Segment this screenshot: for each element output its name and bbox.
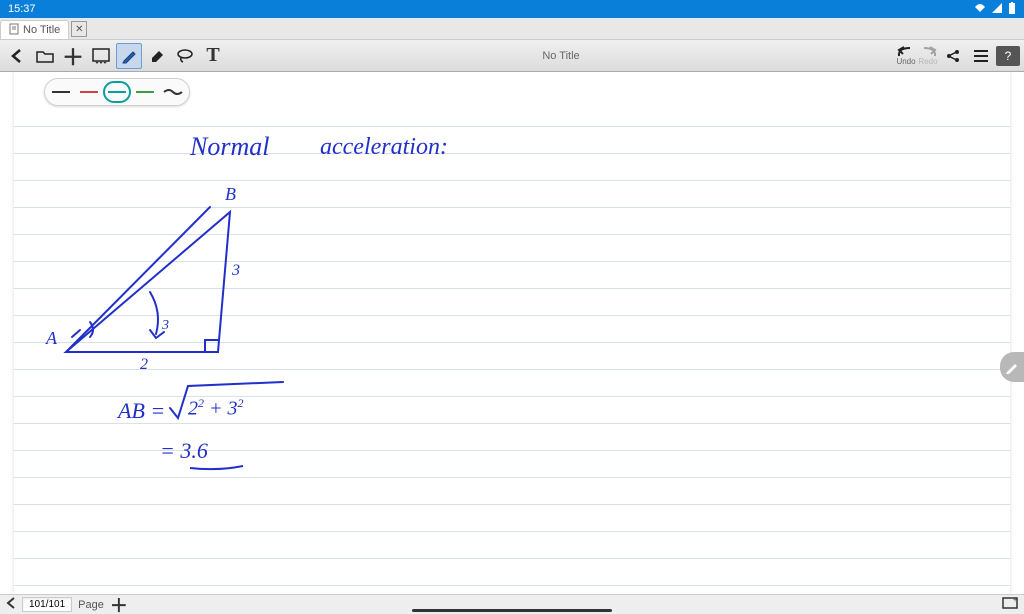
svg-text:+: +	[1013, 597, 1017, 604]
battery-icon	[1008, 2, 1016, 17]
status-time: 15:37	[8, 3, 36, 15]
main-toolbar: ＋ T No Title Undo Redo ?	[0, 40, 1024, 72]
edit-fab[interactable]	[1000, 352, 1024, 382]
document-tab[interactable]: No Title	[0, 20, 69, 39]
share-button[interactable]	[940, 43, 966, 69]
canvas-area[interactable]: Normal acceleration: B A 3 2 3 AB = 22 +…	[0, 72, 1024, 594]
signal-icon	[992, 3, 1002, 16]
undo-button[interactable]: Undo	[896, 45, 916, 66]
hw-title-2: acceleration:	[320, 134, 448, 161]
hw-side-3: 3	[232, 262, 240, 280]
page-label: Page	[78, 599, 104, 611]
hw-inner-3: 3	[162, 318, 169, 334]
tab-close-button[interactable]: ✕	[71, 21, 87, 37]
hw-label-A: A	[46, 328, 57, 349]
hw-eq-sqrt-body: 22 + 32	[188, 396, 244, 421]
help-button[interactable]: ?	[996, 46, 1020, 66]
toolbar-right: Undo Redo ?	[896, 43, 1020, 69]
pen-option-1[interactable]	[47, 81, 75, 103]
folder-button[interactable]	[32, 43, 58, 69]
menu-button[interactable]	[968, 43, 994, 69]
close-icon: ✕	[75, 24, 83, 35]
android-status-bar: 15:37	[0, 0, 1024, 18]
tab-bar: No Title ✕	[0, 18, 1024, 40]
text-tool-button[interactable]: T	[200, 43, 226, 69]
pen-tool-button[interactable]	[116, 43, 142, 69]
eraser-tool-button[interactable]	[144, 43, 170, 69]
hw-eq-label: AB =	[118, 398, 165, 424]
page-indicator[interactable]: 101/101	[22, 597, 72, 612]
status-icons	[974, 2, 1016, 17]
toolbar-title: No Title	[226, 50, 896, 62]
lasso-tool-button[interactable]	[172, 43, 198, 69]
pen-option-5[interactable]	[159, 81, 187, 103]
document-icon	[9, 23, 19, 38]
hw-title-1: Normal	[190, 132, 269, 162]
fullscreen-button[interactable]: +	[1002, 597, 1018, 612]
tab-title: No Title	[23, 24, 60, 36]
add-button[interactable]: ＋	[60, 43, 86, 69]
redo-button[interactable]: Redo	[918, 45, 938, 66]
prev-page-button[interactable]	[6, 597, 16, 612]
pen-option-3[interactable]	[103, 81, 131, 103]
hw-eq-result: = 3.6	[160, 438, 208, 464]
wifi-icon	[974, 3, 986, 16]
help-icon: ?	[1005, 49, 1012, 63]
hw-side-2: 2	[140, 356, 148, 374]
back-button[interactable]	[4, 43, 30, 69]
toolbar-left: ＋ T	[4, 43, 226, 69]
pen-option-2[interactable]	[75, 81, 103, 103]
hw-underline	[188, 464, 248, 474]
triangle-sketch	[50, 182, 310, 382]
android-nav-bar[interactable]	[412, 609, 612, 612]
hw-label-B: B	[225, 184, 236, 205]
add-page-button[interactable]: ＋	[110, 592, 128, 614]
view-mode-button[interactable]	[88, 43, 114, 69]
pen-option-4[interactable]	[131, 81, 159, 103]
pen-style-picker	[44, 78, 190, 106]
